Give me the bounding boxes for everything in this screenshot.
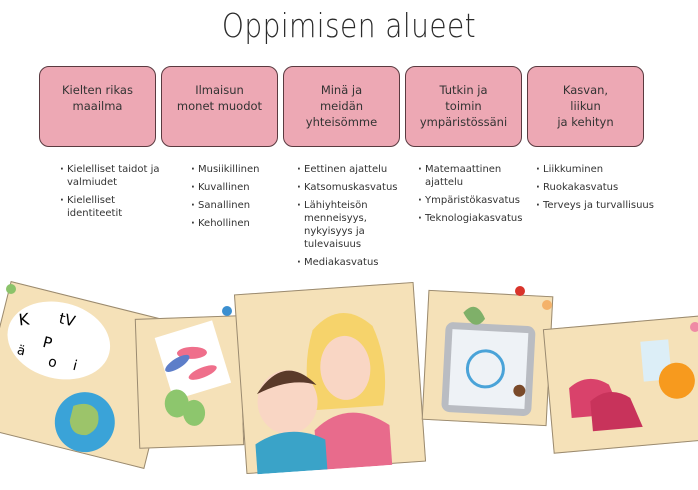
svg-text:tV: tV	[57, 309, 78, 331]
list-item: Matemaattinen ajattelu	[418, 163, 523, 189]
area-list: Liikkuminen Ruokakasvatus Terveys ja turva…	[536, 163, 656, 217]
nature-card	[421, 289, 554, 427]
art-card	[134, 315, 245, 449]
list-item: Ympäristökasvatus	[418, 194, 523, 207]
mother-child-photo-icon	[255, 312, 393, 475]
pin-icon	[542, 300, 552, 310]
pin-icon	[690, 322, 698, 332]
list-item: Ruokakasvatus	[536, 181, 656, 194]
list-item: Kehollinen	[191, 217, 276, 230]
area-list: Matemaattinen ajattelu Ympäristökasvatus T…	[418, 163, 523, 230]
list-item: Lähiyhteisön menneisyys, nykyisyys ja tu…	[297, 199, 397, 251]
svg-text:i: i	[71, 358, 79, 374]
list-item: Teknologiakasvatus	[418, 212, 523, 225]
paint-maracas-icon	[154, 320, 232, 426]
area-box: Minä ja meidän yhteisömme	[283, 66, 400, 147]
page-title: Oppimisen alueet	[221, 6, 477, 45]
list-item: Kielelliset taidot ja valmiudet	[60, 163, 160, 189]
area-box: Ilmaisun monet muodot	[161, 66, 278, 147]
list-item: Musiikillinen	[191, 163, 276, 176]
pin-icon	[6, 284, 16, 294]
area-list: Eettinen ajattelu Katsomuskasvatus Lähiyht…	[297, 163, 398, 274]
svg-text:P: P	[41, 333, 54, 353]
list-item: Kielelliset identiteetit	[60, 194, 160, 220]
family-card	[233, 281, 427, 475]
svg-text:ä: ä	[15, 343, 26, 359]
language-card: K tV P ä o i	[0, 281, 181, 469]
ladybug-icon	[515, 286, 525, 296]
area-box: Kielten rikas maailma	[39, 66, 156, 147]
pin-icon	[222, 306, 232, 316]
tablet-magnifier-icon	[441, 306, 536, 416]
area-list: Kielelliset taidot ja valmiudet Kielellis…	[60, 163, 160, 225]
list-item: Mediakasvatus	[297, 256, 397, 269]
list-item: Sanallinen	[191, 199, 276, 212]
area-box: Kasvan, liikun ja kehityn	[527, 66, 644, 147]
list-item: Liikkuminen	[536, 163, 656, 176]
area-list: Musiikillinen Kuvallinen Sanallinen Keholli…	[191, 163, 276, 235]
speech-bubble-globe-icon: K tV P ä o i	[7, 301, 115, 453]
area-box: Tutkin ja toimin ympäristössäni	[405, 66, 522, 147]
list-item: Terveys ja turvallisuus	[536, 199, 656, 212]
list-item: Katsomuskasvatus	[297, 181, 398, 194]
list-item: Eettinen ajattelu	[297, 163, 397, 176]
svg-text:o: o	[46, 354, 58, 372]
health-card	[542, 315, 698, 454]
shoes-orange-icon	[569, 339, 695, 432]
letter: K	[18, 309, 31, 329]
list-item: Kuvallinen	[191, 181, 276, 194]
